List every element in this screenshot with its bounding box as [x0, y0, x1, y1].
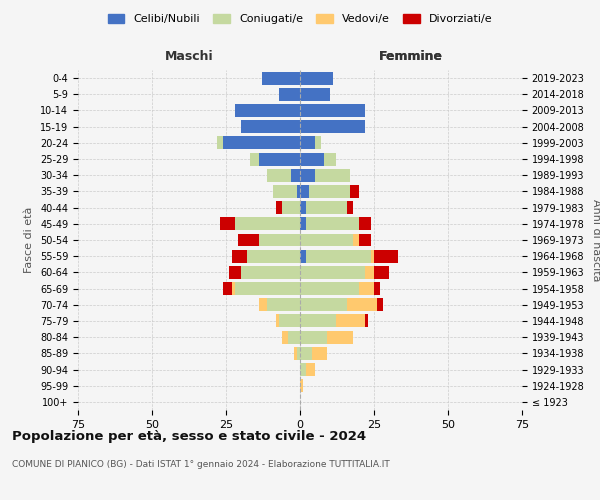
Bar	[259, 298, 268, 311]
Bar	[326, 330, 353, 344]
Text: COMUNE DI PIANICO (BG) - Dati ISTAT 1° gennaio 2024 - Elaborazione TUTTITALIA.IT: COMUNE DI PIANICO (BG) - Dati ISTAT 1° g…	[12, 460, 390, 469]
Bar	[250, 152, 259, 166]
Bar	[279, 314, 300, 328]
Bar	[297, 347, 300, 360]
Bar	[277, 201, 282, 214]
Bar	[300, 363, 306, 376]
Bar	[300, 88, 329, 101]
Bar	[235, 282, 300, 295]
Bar	[300, 120, 365, 133]
Bar	[217, 136, 223, 149]
Bar	[247, 250, 300, 262]
Bar	[223, 136, 300, 149]
Bar	[277, 314, 279, 328]
Bar	[312, 347, 326, 360]
Bar	[297, 185, 300, 198]
Bar	[288, 330, 300, 344]
Bar	[306, 218, 359, 230]
Bar	[306, 201, 347, 214]
Text: Femmine: Femmine	[379, 50, 443, 63]
Bar	[371, 250, 374, 262]
Bar	[335, 314, 365, 328]
Bar	[300, 104, 365, 117]
Bar	[274, 185, 297, 198]
Bar	[294, 347, 297, 360]
Bar	[259, 152, 300, 166]
Bar	[359, 218, 371, 230]
Bar	[300, 282, 359, 295]
Bar	[229, 266, 241, 279]
Bar	[315, 169, 350, 181]
Bar	[300, 152, 323, 166]
Bar	[300, 379, 303, 392]
Bar	[268, 169, 291, 181]
Text: Femmine: Femmine	[379, 50, 443, 63]
Bar	[347, 298, 377, 311]
Bar	[241, 266, 300, 279]
Bar	[365, 314, 368, 328]
Bar	[232, 250, 247, 262]
Legend: Celibi/Nubili, Coniugati/e, Vedovi/e, Divorziati/e: Celibi/Nubili, Coniugati/e, Vedovi/e, Di…	[104, 10, 496, 28]
Bar	[279, 88, 300, 101]
Bar	[300, 314, 335, 328]
Bar	[238, 234, 259, 246]
Bar	[300, 185, 309, 198]
Bar	[259, 234, 300, 246]
Text: Popolazione per età, sesso e stato civile - 2024: Popolazione per età, sesso e stato civil…	[12, 430, 366, 443]
Bar	[306, 363, 315, 376]
Text: Maschi: Maschi	[164, 50, 214, 63]
Bar	[300, 136, 315, 149]
Bar	[350, 185, 359, 198]
Bar	[323, 152, 335, 166]
Bar	[300, 250, 306, 262]
Bar	[223, 282, 232, 295]
Bar	[359, 282, 374, 295]
Y-axis label: Anni di nascita: Anni di nascita	[591, 198, 600, 281]
Bar	[232, 282, 235, 295]
Y-axis label: Fasce di età: Fasce di età	[25, 207, 34, 273]
Bar	[262, 72, 300, 85]
Bar	[347, 201, 353, 214]
Bar	[235, 104, 300, 117]
Bar	[300, 330, 326, 344]
Bar	[374, 282, 380, 295]
Bar	[374, 250, 398, 262]
Bar	[365, 266, 374, 279]
Bar	[220, 218, 235, 230]
Bar	[306, 250, 371, 262]
Bar	[374, 266, 389, 279]
Bar	[300, 169, 315, 181]
Bar	[291, 169, 300, 181]
Bar	[282, 201, 300, 214]
Bar	[235, 218, 300, 230]
Bar	[300, 218, 306, 230]
Bar	[300, 72, 332, 85]
Bar	[268, 298, 300, 311]
Bar	[309, 185, 350, 198]
Bar	[300, 266, 365, 279]
Bar	[241, 120, 300, 133]
Bar	[300, 298, 347, 311]
Bar	[353, 234, 359, 246]
Bar	[282, 330, 288, 344]
Bar	[377, 298, 383, 311]
Bar	[300, 234, 353, 246]
Bar	[315, 136, 321, 149]
Bar	[359, 234, 371, 246]
Bar	[300, 201, 306, 214]
Bar	[300, 347, 312, 360]
